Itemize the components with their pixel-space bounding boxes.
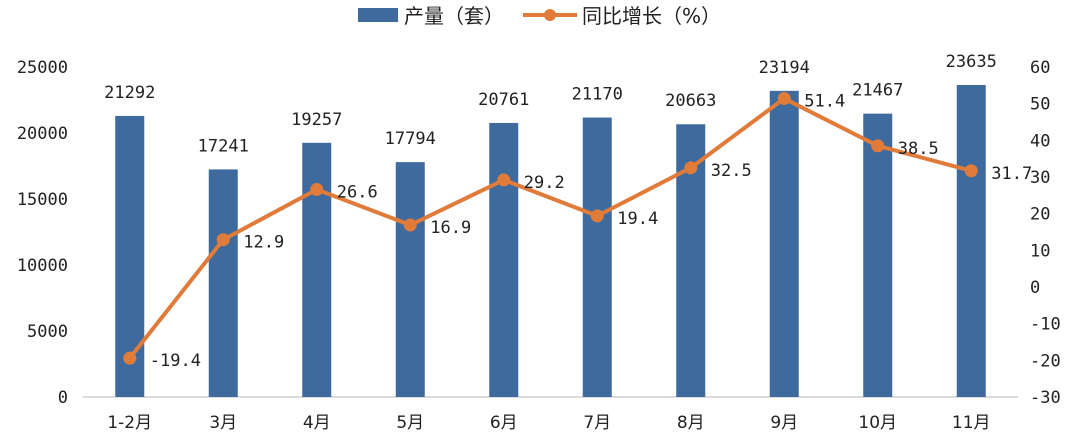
bar-value-label: 21170: [572, 85, 623, 105]
bar-value-label: 19257: [291, 110, 342, 130]
bar-value-label: 20761: [478, 90, 529, 110]
growth-value-label: 32.5: [711, 161, 752, 181]
left-tick-label: 25000: [17, 58, 68, 78]
left-tick-label: 15000: [17, 190, 68, 210]
right-tick-label: 0: [1030, 278, 1040, 298]
bar: [302, 142, 332, 397]
bar: [863, 113, 893, 398]
x-tick-label: 7月: [583, 413, 611, 433]
bar-value-label: 23194: [759, 58, 810, 78]
growth-point: [777, 92, 791, 106]
x-tick-label: 11月: [952, 413, 991, 433]
x-tick-label: 1-2月: [107, 413, 152, 433]
legend-line-label: 同比增长（%）: [582, 4, 721, 28]
growth-line: [128, 96, 972, 360]
bar-value-label: 21467: [852, 81, 903, 101]
bar: [395, 162, 425, 397]
growth-point: [216, 233, 230, 247]
right-tick-label: 50: [1030, 95, 1050, 115]
legend-line-marker: [544, 9, 556, 21]
growth-point: [871, 139, 885, 153]
right-tick-label: 20: [1030, 205, 1050, 225]
right-tick-label: 10: [1030, 241, 1050, 261]
growth-point: [310, 182, 324, 196]
legend-bar-swatch: [358, 8, 398, 22]
legend-bar-label: 产量（套）: [404, 4, 504, 28]
x-tick-label: 10月: [858, 413, 897, 433]
growth-point: [684, 161, 698, 175]
bar-value-label: 21292: [104, 83, 155, 103]
right-tick-label: 30: [1030, 168, 1050, 188]
growth-point: [123, 351, 137, 365]
growth-value-label: 19.4: [617, 209, 658, 229]
bar-value-label: 17794: [385, 129, 436, 149]
right-tick-label: -20: [1030, 351, 1061, 371]
bar-value-label: 17241: [198, 136, 249, 156]
growth-value-label: 26.6: [337, 182, 378, 202]
bar-value-label: 20663: [665, 91, 716, 111]
bar: [208, 169, 238, 397]
growth-point: [964, 164, 978, 178]
growth-value-label: 31.7: [991, 164, 1032, 184]
growth-value-label: -19.4: [150, 351, 201, 371]
x-tick-label: 8月: [677, 413, 705, 433]
growth-value-label: 29.2: [524, 173, 565, 193]
x-tick-label: 4月: [303, 413, 331, 433]
x-tick-label: 5月: [396, 413, 424, 433]
bar: [115, 115, 145, 397]
right-tick-label: -30: [1030, 388, 1061, 408]
growth-point: [403, 218, 417, 232]
growth-value-label: 16.9: [430, 218, 471, 238]
left-tick-label: 5000: [27, 322, 68, 342]
bar-value-label: 23635: [946, 52, 997, 72]
right-tick-label: 60: [1030, 58, 1050, 78]
x-tick-label: 3月: [209, 413, 237, 433]
bar: [956, 85, 986, 397]
growth-value-label: 51.4: [804, 92, 845, 112]
bar: [582, 117, 612, 397]
growth-value-label: 38.5: [898, 139, 939, 159]
left-tick-label: 20000: [17, 124, 68, 144]
bar: [489, 122, 519, 397]
right-tick-label: -10: [1030, 315, 1061, 335]
growth-value-label: 12.9: [243, 233, 284, 253]
growth-point: [590, 209, 604, 223]
x-tick-label: 9月: [770, 413, 798, 433]
x-tick-label: 6月: [490, 413, 518, 433]
left-tick-label: 10000: [17, 256, 68, 276]
left-tick-label: 0: [58, 388, 68, 408]
legend: 产量（套） 同比增长（%）: [358, 4, 721, 28]
bar: [769, 90, 799, 397]
right-tick-label: 40: [1030, 131, 1050, 151]
growth-point: [497, 173, 511, 187]
